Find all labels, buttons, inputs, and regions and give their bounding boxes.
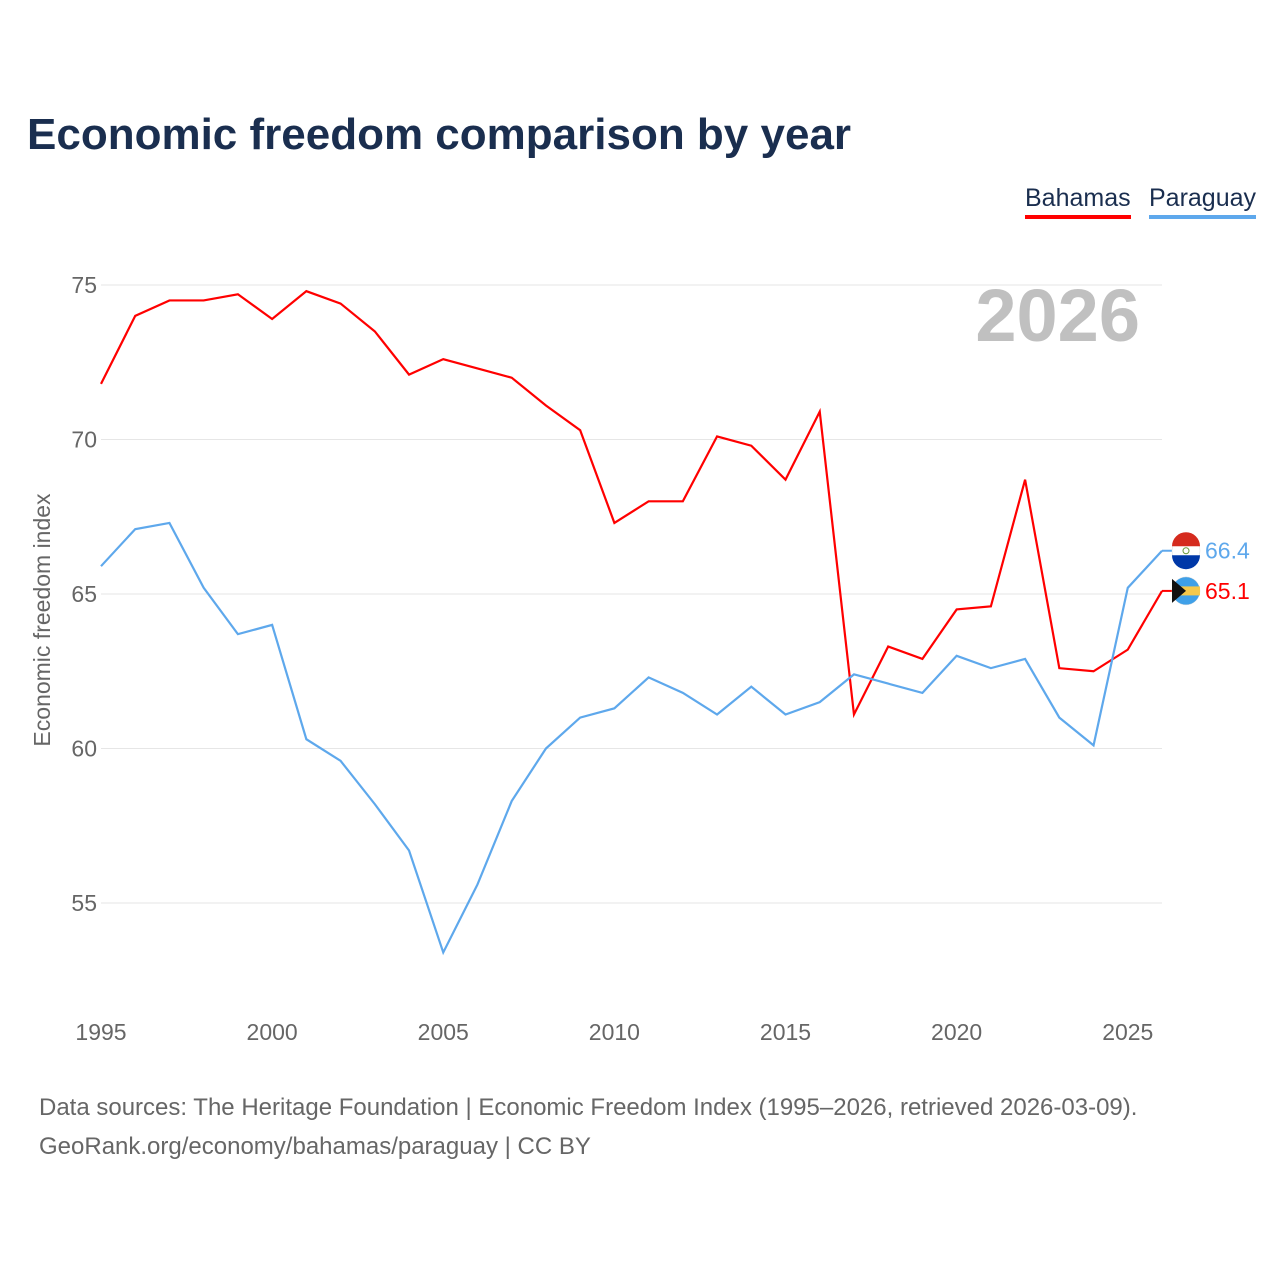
x-tick-label: 1995 [75,1019,126,1045]
footer: Data sources: The Heritage Foundation | … [39,1088,1137,1166]
y-axis-label: Economic freedom index [29,493,55,747]
footer-link[interactable]: GeoRank.org/economy/bahamas/paraguay | C… [39,1133,591,1160]
footer-sources: Data sources: The Heritage Foundation | … [39,1094,1138,1121]
series-line-bahamas[interactable] [100,289,1163,719]
x-tick-label: 2000 [247,1019,298,1045]
x-tick-label: 2025 [1102,1019,1153,1045]
legend-bahamas[interactable]: Bahamas [1025,184,1131,219]
x-tick-label: 2010 [589,1019,640,1045]
y-tick-label: 70 [71,427,97,453]
end-value-label: 66.4 [1205,538,1250,564]
legend-paraguay[interactable]: Paraguay [1149,184,1257,219]
x-tick-label: 2020 [931,1019,982,1045]
paraguay-flag-icon [1171,532,1201,570]
x-tick-label: 2015 [760,1019,811,1045]
y-tick-label: 75 [71,272,97,298]
year-watermark: 2026 [975,274,1140,357]
y-tick-label: 60 [71,736,97,762]
y-tick-label: 55 [71,890,97,916]
y-tick-label: 65 [71,581,97,607]
x-tick-label: 2005 [418,1019,469,1045]
end-value-label: 65.1 [1205,578,1250,604]
series-line-paraguay[interactable] [100,521,1163,956]
bahamas-flag-icon [1171,576,1201,606]
chart-title: Economic freedom comparison by year [27,110,852,159]
